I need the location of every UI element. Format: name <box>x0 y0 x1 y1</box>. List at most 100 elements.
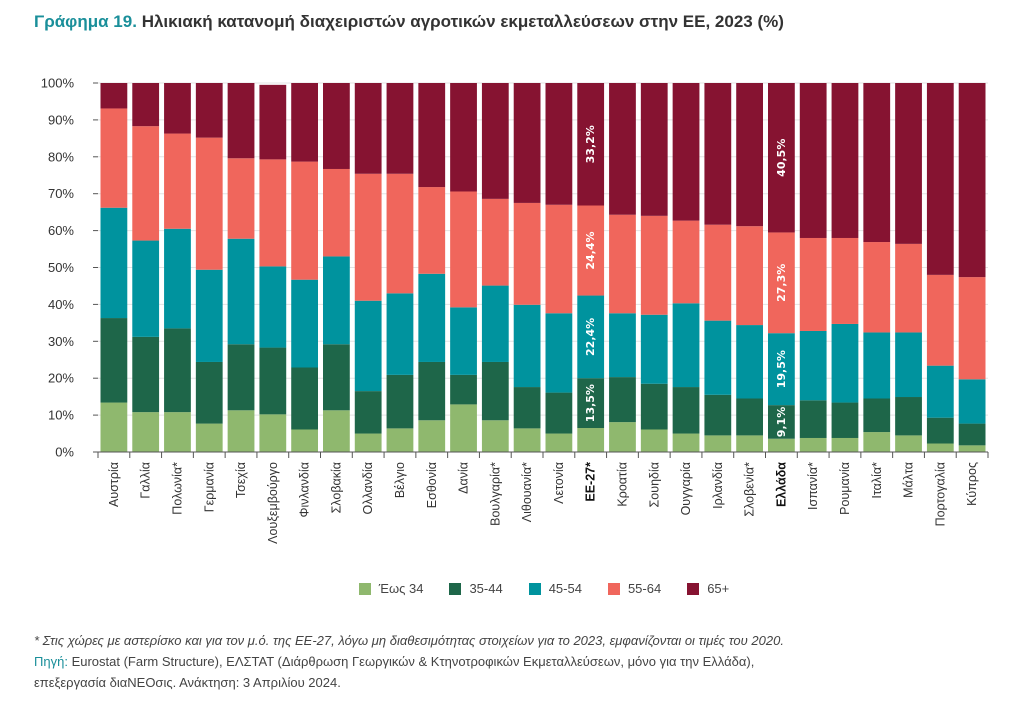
bar-segment <box>545 392 573 434</box>
bar-segment <box>799 330 827 401</box>
bar-segment <box>577 295 605 379</box>
bar-segment <box>895 435 922 452</box>
bar-segment <box>863 83 891 243</box>
bar-segment <box>195 137 223 270</box>
bar-segment <box>450 191 477 308</box>
x-tick-label: Κύπρος <box>965 462 979 506</box>
bar-segment <box>768 405 795 439</box>
bar-segment <box>958 277 986 380</box>
bar-segment <box>672 220 700 304</box>
bar-segment <box>481 198 509 286</box>
legend-item: 65+ <box>687 581 729 596</box>
bar-segment <box>513 387 541 429</box>
bar-segment <box>259 159 287 267</box>
x-tick-label: Ολλανδία <box>361 462 375 514</box>
x-tick-label: Ρουμανία <box>838 462 852 515</box>
bar-segment <box>164 328 191 413</box>
bar-segment <box>259 266 287 348</box>
x-tick-label: Λετονία <box>552 462 566 504</box>
bar-segment <box>323 410 350 452</box>
bar-segment <box>164 412 191 452</box>
bar-segment <box>577 83 605 206</box>
bar-segment <box>577 205 605 296</box>
bar-segment <box>704 224 732 321</box>
bar-segment <box>799 437 827 452</box>
x-tick-label: Φινλανδία <box>298 462 312 518</box>
x-tick-label: Βέλγιο <box>393 462 407 498</box>
bar-segment <box>640 429 668 452</box>
bar-segment <box>354 300 382 392</box>
bar-segment <box>895 243 922 333</box>
bar-segment <box>704 394 732 436</box>
data-label: 27,3% <box>775 264 788 302</box>
data-label: 24,4% <box>584 231 597 269</box>
bar-segment <box>704 435 732 452</box>
chart-number: Γράφημα 19. <box>34 12 137 31</box>
bar-segment <box>768 232 795 334</box>
bar-segment <box>195 269 223 362</box>
legend-swatch <box>528 582 541 595</box>
bar-segment <box>736 435 763 452</box>
bar-segment <box>672 83 700 221</box>
y-tick-label: 0% <box>55 445 74 460</box>
bar-segment <box>863 332 891 399</box>
x-tick-label: Τσεχία <box>234 462 248 498</box>
legend: Έως 34 35-44 45-54 55-64 65+ <box>0 581 1024 596</box>
bar-segment <box>132 126 160 241</box>
bar-segment <box>577 428 605 452</box>
y-tick-label: 60% <box>48 223 74 238</box>
bar-segment <box>736 325 763 399</box>
bar-segment <box>386 293 414 375</box>
bar-segment <box>323 83 350 169</box>
y-tick-label: 40% <box>48 297 74 312</box>
bar-segment <box>259 84 287 160</box>
bar-segment <box>481 83 509 199</box>
bar-segment <box>418 273 446 362</box>
bar-segment <box>863 398 891 433</box>
x-tick-label: Αυστρία <box>107 462 121 507</box>
bar-segment <box>799 237 827 331</box>
bar-segment <box>545 433 573 452</box>
bar-segment <box>450 404 477 452</box>
bar-segment <box>958 423 986 446</box>
bar-segment <box>100 83 128 109</box>
bar-segment <box>577 378 605 429</box>
bar-segment <box>323 256 350 345</box>
legend-item: 35-44 <box>449 581 503 596</box>
bar-segment <box>895 332 922 398</box>
bar-segment <box>195 423 223 452</box>
bar-segment <box>259 347 287 415</box>
bar-segment <box>513 428 541 452</box>
data-label: 33,2% <box>584 125 597 163</box>
x-tick-label: Λιθουανία* <box>520 462 534 522</box>
bar-segment <box>672 303 700 388</box>
bar-segment <box>831 237 859 324</box>
bar-segment <box>132 412 160 452</box>
bar-segment <box>418 361 446 421</box>
bar-segment <box>195 83 223 138</box>
source-label: Πηγή: <box>34 654 68 669</box>
bar-segment <box>831 437 859 452</box>
bar-segment <box>736 398 763 436</box>
bar-segment <box>323 344 350 411</box>
bar-segment <box>354 391 382 434</box>
bar-segment <box>609 313 636 378</box>
bar-segment <box>926 443 954 452</box>
x-tick-label: Κροατία <box>615 462 629 507</box>
bar-segment <box>895 397 922 436</box>
bar-segment <box>958 83 986 278</box>
bar-segment <box>768 333 795 406</box>
bar-segment <box>609 422 636 452</box>
data-label: 19,5% <box>775 350 788 388</box>
bar-segment <box>545 204 573 314</box>
bar-segment <box>736 83 763 227</box>
bar-segment <box>513 202 541 305</box>
bar-segment <box>640 215 668 315</box>
legend-label: 55-64 <box>627 581 662 596</box>
bar-segment <box>926 83 954 275</box>
bar-segment <box>672 387 700 434</box>
bar-segment <box>799 83 827 238</box>
bar-segment <box>545 313 573 393</box>
bar-segment <box>259 414 287 452</box>
bar-segment <box>323 168 350 257</box>
